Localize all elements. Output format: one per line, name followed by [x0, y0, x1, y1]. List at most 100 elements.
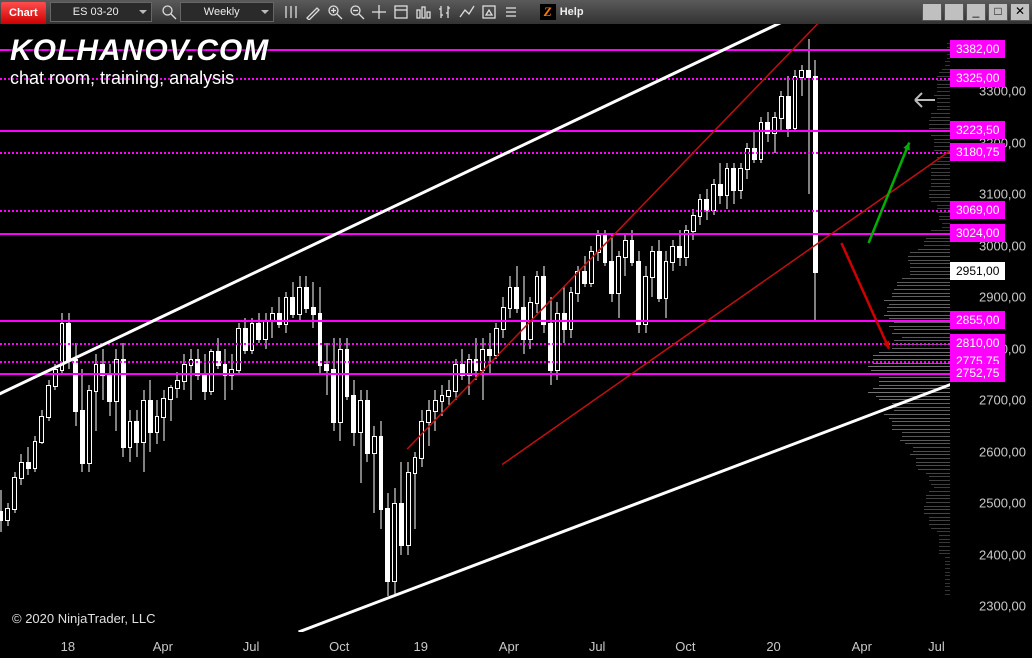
candle[interactable] [514, 266, 519, 312]
minimize-icon[interactable]: _ [966, 3, 986, 21]
price-line[interactable] [0, 343, 950, 345]
candle[interactable] [765, 112, 770, 143]
candle[interactable] [385, 493, 390, 596]
candle[interactable] [0, 490, 3, 531]
crosshair-icon[interactable] [368, 1, 390, 23]
candle[interactable] [141, 390, 146, 472]
candle[interactable] [419, 410, 424, 467]
candle[interactable] [745, 143, 750, 179]
candle[interactable] [616, 251, 621, 318]
candle[interactable] [426, 400, 431, 446]
candle[interactable] [718, 163, 723, 204]
x-axis[interactable]: 18AprJulOct19AprJulOct20AprJul [0, 632, 1032, 658]
candle[interactable] [73, 343, 78, 425]
candle[interactable] [256, 313, 261, 344]
candle[interactable] [446, 380, 451, 406]
chart-style-icon[interactable] [412, 1, 434, 23]
candle[interactable] [345, 338, 350, 400]
candle[interactable] [480, 338, 485, 400]
candle[interactable] [562, 287, 567, 344]
candle[interactable] [372, 426, 377, 514]
candle[interactable] [528, 297, 533, 349]
back-arrow-icon[interactable] [910, 90, 936, 115]
candle[interactable] [290, 282, 295, 318]
data-box-icon[interactable] [390, 1, 412, 23]
candle[interactable] [399, 462, 404, 555]
candle[interactable] [406, 462, 411, 555]
candle[interactable] [277, 297, 282, 328]
candle[interactable] [738, 163, 743, 199]
candle[interactable] [508, 276, 513, 317]
candle[interactable] [175, 372, 180, 398]
candle[interactable] [379, 421, 384, 529]
candle[interactable] [243, 318, 248, 354]
window-blank1[interactable] [922, 3, 942, 21]
candle[interactable] [182, 354, 187, 390]
candle[interactable] [650, 246, 655, 298]
candle[interactable] [806, 39, 811, 194]
candle[interactable] [494, 323, 499, 359]
candle[interactable] [643, 266, 648, 333]
candle[interactable] [87, 385, 92, 473]
projection-arrow[interactable] [841, 243, 889, 349]
candle[interactable] [155, 400, 160, 444]
trend-icon[interactable] [456, 1, 478, 23]
chart-tab[interactable]: Chart [1, 2, 46, 24]
candle[interactable] [161, 390, 166, 442]
help-button[interactable]: Z Help [532, 1, 592, 23]
candle[interactable] [670, 240, 675, 271]
maximize-icon[interactable]: □ [988, 3, 1008, 21]
candle[interactable] [107, 364, 112, 416]
candle[interactable] [250, 318, 255, 354]
candle[interactable] [209, 349, 214, 395]
candle[interactable] [148, 380, 153, 452]
candle[interactable] [541, 266, 546, 333]
price-line[interactable] [0, 210, 950, 212]
interval-dropdown[interactable]: Weekly [180, 2, 274, 22]
candle[interactable] [779, 91, 784, 132]
candle[interactable] [535, 271, 540, 312]
candle[interactable] [630, 230, 635, 266]
candle[interactable] [19, 454, 24, 485]
price-line[interactable] [0, 361, 950, 363]
candle[interactable] [487, 333, 492, 374]
candle[interactable] [799, 65, 804, 96]
trend-line[interactable] [407, 24, 882, 449]
candle[interactable] [236, 323, 241, 375]
candle[interactable] [33, 436, 38, 472]
candle[interactable] [297, 276, 302, 320]
candle[interactable] [94, 354, 99, 431]
candle[interactable] [521, 276, 526, 353]
candle[interactable] [433, 390, 438, 431]
candle[interactable] [26, 447, 31, 475]
candle[interactable] [229, 354, 234, 390]
price-line[interactable] [0, 130, 950, 132]
price-line[interactable] [0, 373, 950, 375]
close-icon[interactable]: ✕ [1010, 3, 1030, 21]
candle[interactable] [569, 287, 574, 339]
candle[interactable] [351, 380, 356, 447]
candle[interactable] [752, 132, 757, 163]
candle[interactable] [358, 390, 363, 483]
candle[interactable] [731, 163, 736, 204]
y-axis[interactable]: 3300,003200,003100,003000,002900,002800,… [950, 24, 1032, 632]
window-blank2[interactable] [944, 3, 964, 21]
search-icon[interactable] [158, 1, 180, 23]
indicators-icon[interactable] [280, 1, 302, 23]
candle[interactable] [338, 338, 343, 441]
candle[interactable] [53, 364, 58, 390]
candle[interactable] [134, 410, 139, 456]
candle[interactable] [582, 256, 587, 287]
draw-icon[interactable] [302, 1, 324, 23]
price-line[interactable] [0, 320, 950, 322]
candle[interactable] [392, 488, 397, 596]
price-line[interactable] [0, 152, 950, 154]
candle[interactable] [168, 385, 173, 421]
candle[interactable] [623, 235, 628, 276]
projection-arrow[interactable] [869, 143, 910, 243]
candle[interactable] [684, 225, 689, 266]
candle[interactable] [128, 410, 133, 462]
candle[interactable] [39, 410, 44, 443]
zoom-out-icon[interactable] [346, 1, 368, 23]
candle[interactable] [365, 390, 370, 462]
